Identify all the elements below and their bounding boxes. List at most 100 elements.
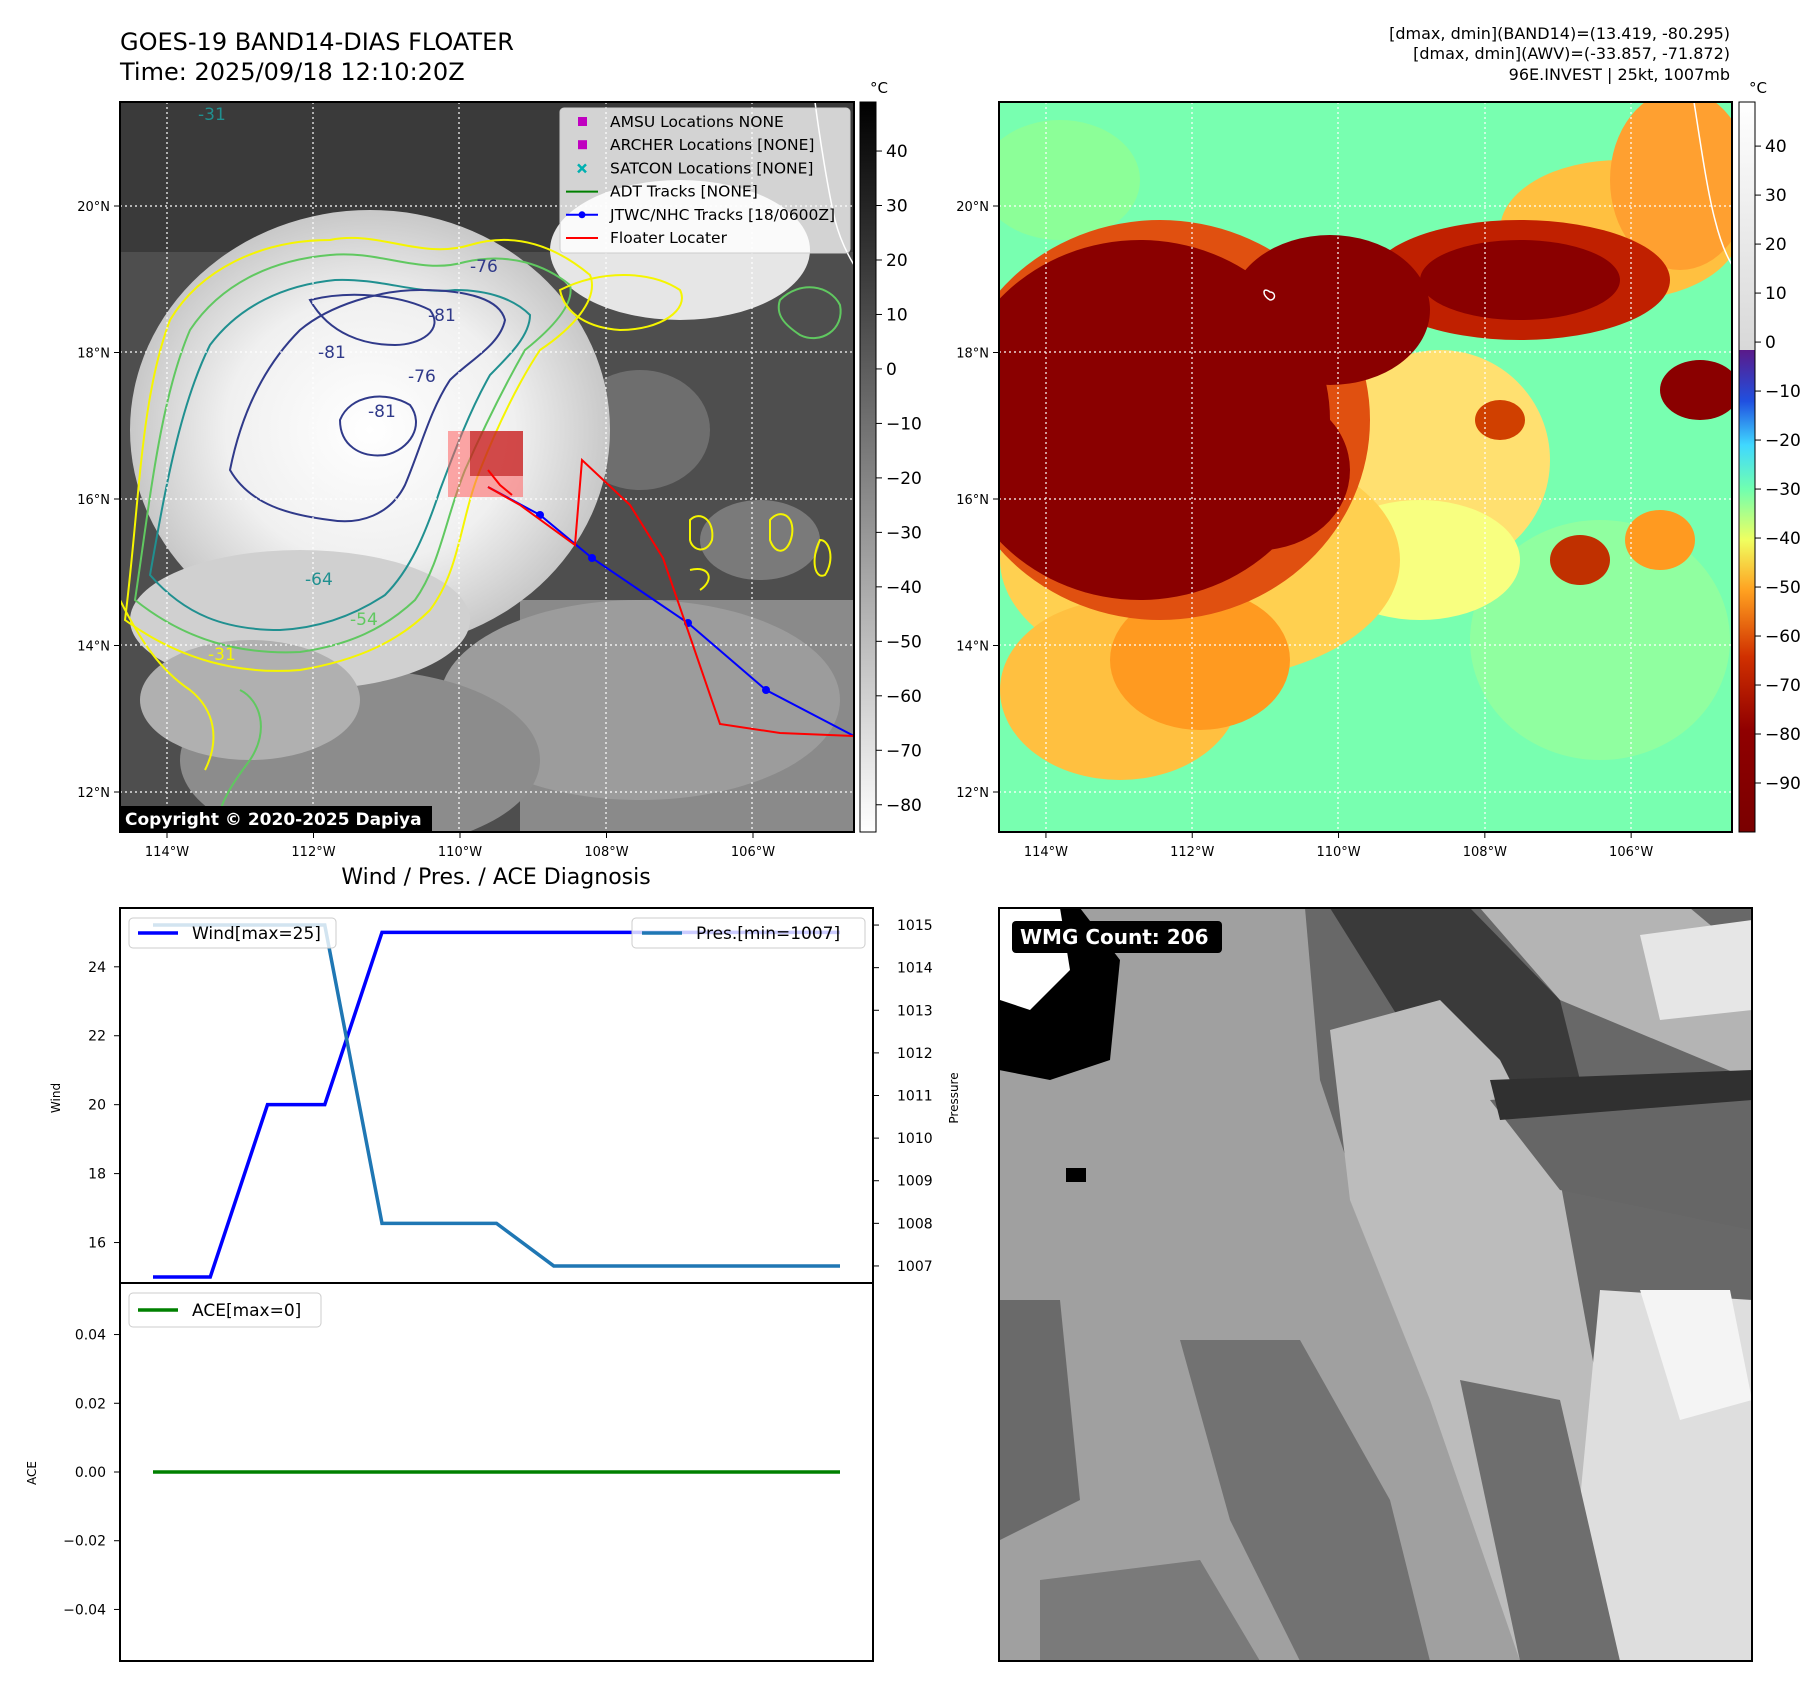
pressure-ytick-label: 1014: [897, 961, 933, 977]
svg-text:°C: °C: [870, 79, 888, 97]
ir-map-lon-label: 114°W: [145, 845, 189, 860]
wind-legend-label: Wind[max=25]: [192, 924, 321, 944]
map-legend: AMSU Locations NONE ARCHER Locations [NON…: [559, 107, 851, 254]
wmg-count-text: WMG Count: 206: [1020, 925, 1209, 949]
colorbar-left: °C 40 30 20 10 0 −10 −20 −30 −40 −50 −60 −70 −80: [859, 79, 922, 833]
color-map-lon-label: 108°W: [1463, 845, 1507, 860]
color-map-lat-label: 16°N: [956, 493, 989, 508]
legend-marker-dot: [578, 211, 586, 219]
colorbar-left-tick-label: 40: [886, 142, 908, 162]
pressure-ytick-label: 1012: [897, 1046, 933, 1062]
pressure-ytick-label: 1011: [897, 1089, 933, 1105]
legend-label: SATCON Locations [NONE]: [610, 159, 813, 177]
colorbar-left-tick-label: 30: [886, 197, 908, 217]
wind-ytick-label: 20: [88, 1098, 106, 1114]
ace-ytick-label: −0.02: [63, 1534, 106, 1550]
wind-ytick-label: 18: [88, 1167, 106, 1183]
legend-marker-square: [578, 117, 587, 126]
ir-map-panel: -31 -76 -81 -81 -76 -81 -64 -54 -31 Copy…: [77, 101, 855, 860]
legend-label: ARCHER Locations [NONE]: [610, 136, 814, 154]
wind-pressure-chart: 16 18 20 22 24 1007 1008 1009 1010 1011 1012 1013 10…: [49, 907, 961, 1284]
pressure-ytick-label: 1009: [897, 1174, 933, 1190]
legend-item: JTWC/NHC Tracks [18/0600Z]: [566, 206, 835, 224]
colorbar-left-tick-label: −10: [886, 414, 922, 434]
color-map-lon-label: 114°W: [1024, 845, 1068, 860]
colorbar-left-tick-label: −30: [886, 523, 922, 543]
colorbar-right-tick-label: −50: [1765, 578, 1801, 598]
colorbar-right-tick-label: 30: [1765, 186, 1787, 206]
legend-item: AMSU Locations NONE: [578, 113, 784, 131]
legend-item: ARCHER Locations [NONE]: [578, 136, 814, 154]
copyright-badge: [120, 806, 432, 832]
ir-map-lat-label: 18°N: [77, 347, 110, 362]
legend-label: AMSU Locations NONE: [610, 113, 784, 131]
ir-map-lat-label: 20°N: [77, 200, 110, 215]
color-ir-imagery: [999, 102, 1732, 832]
legend-item: SATCON Locations [NONE]: [577, 159, 813, 177]
ace-ytick-label: −0.04: [63, 1602, 106, 1618]
svg-text:-81: -81: [318, 343, 346, 363]
color-map-frame: [998, 101, 1733, 833]
pressure-ytick-label: 1007: [897, 1259, 933, 1275]
colorbar-left-tick-label: −60: [886, 687, 922, 707]
colorbar-right-tick-label: 40: [1765, 137, 1787, 157]
svg-text:-76: -76: [470, 257, 498, 277]
pressure-legend: Pres.[min=1007]: [631, 917, 866, 949]
color-map-lat-label: 12°N: [956, 786, 989, 801]
colorbar-left-tick-label: 10: [886, 305, 908, 325]
ir-map-lon-label: 110°W: [438, 845, 482, 860]
ir-map-lat-label: 16°N: [77, 493, 110, 508]
floater-locater-track: [487, 457, 854, 737]
legend-label: JTWC/NHC Tracks [18/0600Z]: [609, 206, 835, 224]
legend-label: ADT Tracks [NONE]: [610, 183, 758, 201]
svg-text:-64: -64: [305, 570, 333, 590]
colorbar-right: °C 40 30 20 10 0 −10 −20 −30 −40 −50 −60 −70 −80 −90: [1738, 79, 1801, 833]
ace-axis-label: ACE: [25, 1461, 39, 1485]
pressure-axis-label: Pressure: [947, 1072, 961, 1123]
wmg-count-badge: [1012, 921, 1222, 953]
colorbar-left-tick-label: −70: [886, 741, 922, 761]
legend-marker-square: [578, 140, 587, 150]
ace-ytick-label: 0.02: [75, 1396, 106, 1412]
pressure-ytick-label: 1010: [897, 1131, 933, 1147]
colorbar-left-tick-label: −20: [886, 469, 922, 489]
color-map-lon-label: 112°W: [1170, 845, 1214, 860]
colorbar-right-tick-label: −70: [1765, 676, 1801, 696]
colorbar-right-tick-label: −80: [1765, 725, 1801, 745]
diagnosis-title: Wind / Pres. / ACE Diagnosis: [341, 865, 650, 890]
svg-text:-81: -81: [368, 402, 396, 422]
contour-labels: -31 -76 -81 -81 -76 -81 -64 -54 -31: [198, 105, 498, 665]
ir-map-lon-label: 108°W: [584, 845, 628, 860]
svg-text:-81: -81: [428, 306, 456, 326]
ir-map-lon-label: 112°W: [291, 845, 335, 860]
wind-ytick-label: 24: [88, 960, 106, 976]
colorbar-left-tick-label: −50: [886, 632, 922, 652]
colorbar-right-tick-label: 10: [1765, 284, 1787, 304]
pressure-ytick-label: 1015: [897, 918, 933, 934]
colorbar-right-tick-label: −90: [1765, 774, 1801, 794]
wind-legend: Wind[max=25]: [128, 917, 337, 949]
svg-text:-54: -54: [350, 610, 378, 630]
wind-axis-label: Wind: [49, 1083, 63, 1113]
colorbar-right-tick-label: −10: [1765, 382, 1801, 402]
ace-ytick-label: 0.04: [75, 1328, 106, 1344]
legend-item: ADT Tracks [NONE]: [566, 183, 758, 201]
wmg-panel: WMG Count: 206: [998, 907, 1753, 1662]
svg-text:-31: -31: [208, 645, 236, 665]
figure-title: GOES-19 BAND14-DIAS FLOATER: [120, 28, 514, 56]
ir-map-lat-label: 14°N: [77, 640, 110, 655]
pressure-ytick-label: 1008: [897, 1216, 933, 1232]
color-ir-map-panel: 114°W 112°W 110°W 108°W 106°W 20°N 18°N 16°N 14°…: [956, 101, 1733, 860]
jtwc-nhc-track: [487, 486, 854, 737]
colorbar-right-tick-label: −30: [1765, 480, 1801, 500]
ace-ytick-label: 0.00: [75, 1465, 106, 1481]
svg-text:°C: °C: [1749, 79, 1767, 97]
color-map-lon-label: 106°W: [1609, 845, 1653, 860]
wind-ytick-label: 16: [88, 1236, 106, 1252]
wmg-imagery: [999, 908, 1752, 1661]
color-map-lat-label: 18°N: [956, 347, 989, 362]
ace-legend-label: ACE[max=0]: [192, 1301, 301, 1321]
colorbar-right-tick-label: −20: [1765, 431, 1801, 451]
svg-text:-31: -31: [198, 105, 226, 125]
svg-text:-76: -76: [408, 367, 436, 387]
